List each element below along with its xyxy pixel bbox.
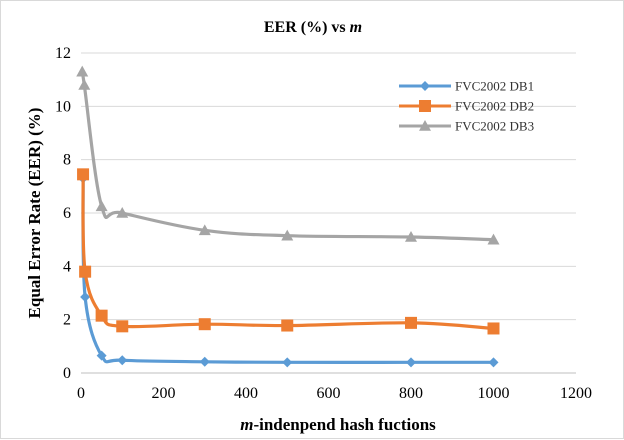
legend-label: FVC2002 DB3 xyxy=(455,119,534,134)
x-axis-title-variable: m xyxy=(240,415,253,434)
data-point xyxy=(281,319,294,332)
legend-swatch-marker xyxy=(420,81,430,91)
legend-label: FVC2002 DB1 xyxy=(455,79,534,94)
chart-title-main: EER (%) vs xyxy=(264,19,350,36)
data-point xyxy=(488,357,499,368)
legend-swatch-marker xyxy=(419,100,431,112)
gridlines xyxy=(81,52,576,321)
data-point xyxy=(405,231,417,242)
data-point xyxy=(79,265,92,278)
data-point xyxy=(96,350,107,361)
y-tick-label: 2 xyxy=(63,312,71,329)
y-tick-label: 8 xyxy=(63,152,71,169)
series-3 xyxy=(76,65,500,245)
chart-title: EER (%) vs m xyxy=(264,19,362,36)
tick-labels: 0 2 4 6 8 10 12 0 200 400 600 800 1000 1200 xyxy=(55,45,592,402)
x-tick-label: 200 xyxy=(152,385,176,402)
data-point xyxy=(199,356,210,367)
data-point xyxy=(282,357,293,368)
y-tick-label: 0 xyxy=(63,365,71,382)
legend-item: FVC2002 DB1 xyxy=(399,79,534,94)
y-tick-label: 4 xyxy=(63,258,71,275)
x-axis-title: m-indenpend hash fuctions xyxy=(240,415,436,434)
legend-swatch-marker xyxy=(419,120,431,131)
data-point xyxy=(198,318,211,331)
x-axis-title-rest: -indenpend hash fuctions xyxy=(253,415,436,434)
y-tick-label: 10 xyxy=(55,98,71,115)
data-point xyxy=(77,168,90,181)
legend-item: FVC2002 DB3 xyxy=(399,119,534,134)
series-lines xyxy=(76,65,500,368)
x-tick-label: 800 xyxy=(399,385,423,402)
data-point xyxy=(95,200,108,212)
x-tick-label: 400 xyxy=(234,385,258,402)
series-1 xyxy=(78,173,499,368)
y-tick-label: 6 xyxy=(63,205,71,222)
x-tick-label: 600 xyxy=(317,385,341,402)
data-point xyxy=(80,292,91,302)
data-point xyxy=(116,207,129,218)
series-line xyxy=(81,176,496,364)
chart-title-variable: m xyxy=(350,19,362,36)
x-tick-label: 1200 xyxy=(560,385,592,402)
data-point xyxy=(95,309,108,322)
data-point xyxy=(405,316,417,329)
data-point xyxy=(198,224,211,236)
data-point xyxy=(406,357,416,368)
legend-label: FVC2002 DB2 xyxy=(455,99,534,114)
data-point xyxy=(78,79,91,90)
series-line xyxy=(80,68,496,242)
y-tick-label: 12 xyxy=(55,45,71,62)
series-2 xyxy=(77,168,500,335)
data-point xyxy=(487,233,500,245)
data-point xyxy=(487,322,500,335)
legend-item: FVC2002 DB2 xyxy=(399,99,534,114)
data-point xyxy=(76,65,89,77)
y-axis-title: Equal Error Rate (EER) (%) xyxy=(25,108,44,319)
data-point xyxy=(281,229,294,241)
x-tick-label: 0 xyxy=(77,385,85,402)
data-point xyxy=(117,355,128,366)
data-point xyxy=(116,320,129,333)
series-line xyxy=(81,172,496,331)
legend: FVC2002 DB1 FVC2002 DB2 FVC2002 DB3 xyxy=(399,79,534,134)
x-tick-label: 1000 xyxy=(478,385,510,402)
